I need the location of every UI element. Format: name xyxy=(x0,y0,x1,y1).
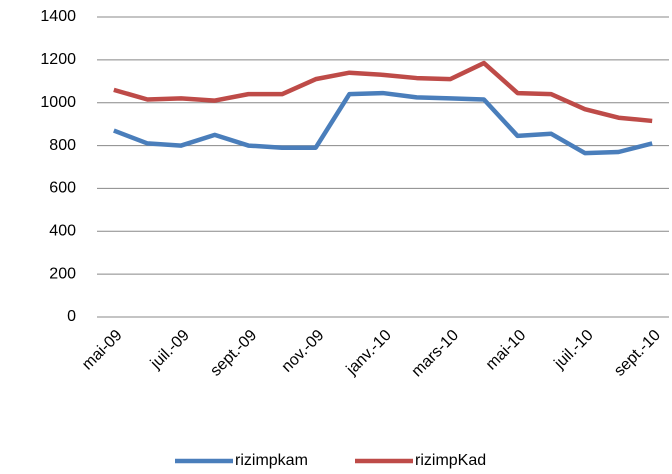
data-line xyxy=(113,90,653,156)
y-tick-label: 1200 xyxy=(40,51,76,68)
y-tick-label: 0 xyxy=(67,308,76,325)
y-tick-label: 800 xyxy=(49,137,76,154)
x-tick-label: mai-09 xyxy=(79,327,126,374)
x-tick-label: sept.-10 xyxy=(611,327,664,380)
x-tick-label: sept.-09 xyxy=(207,327,260,380)
legend-label: rizimpKad xyxy=(415,452,486,469)
y-tick-label: 200 xyxy=(49,265,76,282)
x-tick-label: juil.-10 xyxy=(551,327,597,373)
y-tick-label: 400 xyxy=(49,223,76,240)
x-tick-label: janv.-10 xyxy=(343,327,395,379)
legend-label: rizimpkam xyxy=(235,452,308,469)
x-tick-label: juil.-09 xyxy=(147,327,193,373)
x-tick-label: mai-10 xyxy=(483,327,530,374)
y-tick-label: 1000 xyxy=(40,94,76,111)
x-tick-label: nov.-09 xyxy=(279,327,328,376)
y-tick-label: 1400 xyxy=(40,8,76,25)
data-line xyxy=(113,60,653,124)
y-tick-label: 600 xyxy=(49,180,76,197)
x-tick-label: mars-10 xyxy=(409,327,463,381)
